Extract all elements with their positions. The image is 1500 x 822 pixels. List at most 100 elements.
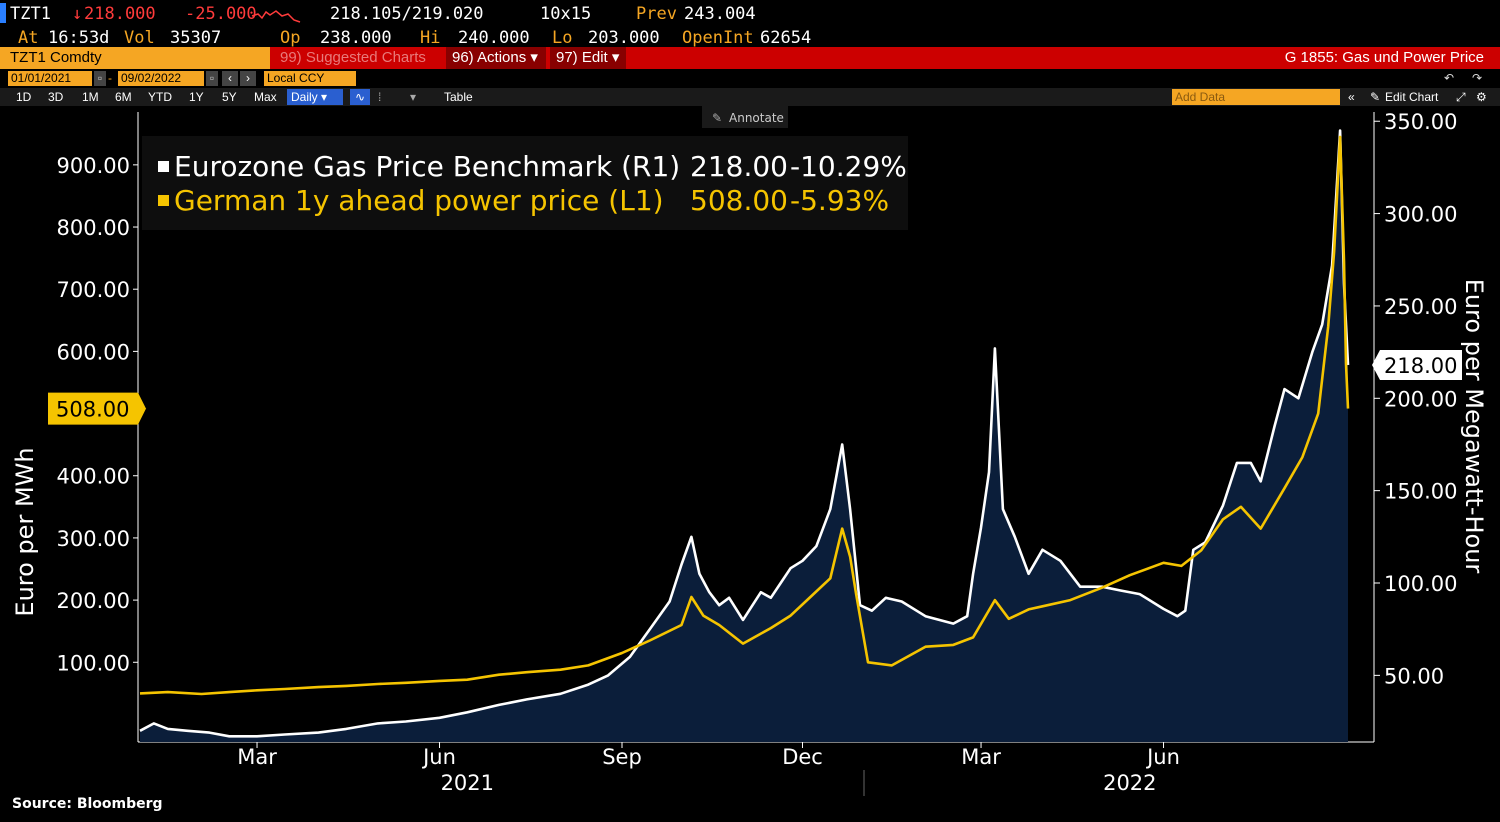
- x-tick-label: Mar: [237, 745, 277, 769]
- open-price: 238.000: [320, 28, 392, 48]
- source-note: Source: Bloomberg: [12, 796, 163, 812]
- bid-ask: 218.105/219.020: [330, 4, 484, 24]
- end-date-input[interactable]: 09/02/2022: [118, 71, 204, 86]
- end-calendar-icon[interactable]: ▫: [206, 71, 218, 86]
- date-separator: -: [108, 71, 112, 85]
- left-tick-label: 200.00: [57, 589, 130, 613]
- period-1d[interactable]: 1D: [16, 90, 32, 104]
- left-tick-label: 600.00: [57, 340, 130, 364]
- legend-series-name: German 1y ahead power price (L1): [174, 184, 664, 217]
- right-tick-label: 50.00: [1384, 664, 1444, 688]
- legend-swatch: [158, 161, 169, 172]
- collapse-icon[interactable]: «: [1348, 90, 1355, 104]
- legend-swatch: [158, 195, 169, 206]
- security-marker: [0, 3, 6, 23]
- annotate-label: Annotate: [729, 111, 784, 125]
- right-last-value-marker: [1372, 350, 1462, 381]
- next-period-button[interactable]: ›: [240, 71, 256, 86]
- chart-toolbar: 1D 3D 1M 6M YTD 1Y 5Y Max Daily ▾ ∿ ⁞ ▾ …: [0, 71, 1500, 106]
- right-last-value-label: 218.00: [1384, 354, 1457, 378]
- year-label: 2022: [1103, 771, 1156, 795]
- low-price: 203.000: [588, 28, 660, 48]
- chart-title: G 1855: Gas und Power Price: [1284, 49, 1484, 66]
- right-tick-label: 200.00: [1384, 387, 1457, 411]
- resize-icon[interactable]: ⤢: [1456, 90, 1466, 104]
- x-tick-label: Sep: [602, 745, 642, 769]
- start-calendar-icon[interactable]: ▫: [94, 71, 106, 86]
- low-label: Lo: [552, 28, 573, 48]
- net-change: -25.000: [185, 4, 257, 24]
- right-tick-label: 350.00: [1384, 110, 1457, 134]
- open-interest: 62654: [760, 28, 812, 48]
- year-label: 2021: [441, 771, 494, 795]
- period-3d[interactable]: 3D: [48, 90, 64, 104]
- period-max[interactable]: Max: [254, 90, 277, 104]
- add-data-input[interactable]: Add Data: [1172, 89, 1340, 105]
- annotate-button[interactable]: ✎ Annotate: [702, 106, 788, 128]
- x-tick-label: Dec: [782, 745, 823, 769]
- power-price-line[interactable]: [139, 135, 1350, 696]
- volume: 35307: [170, 28, 222, 48]
- period-ytd[interactable]: YTD: [148, 90, 172, 104]
- gas-price-line[interactable]: [139, 129, 1350, 738]
- ticker[interactable]: TZT1: [10, 4, 51, 24]
- table-button[interactable]: Table: [444, 90, 473, 104]
- legend-background: [142, 136, 908, 230]
- right-tick-label: 300.00: [1384, 203, 1457, 227]
- edit-chart-button[interactable]: Edit Chart: [1385, 90, 1439, 104]
- period-5y[interactable]: 5Y: [222, 90, 237, 104]
- actions-menu[interactable]: 96) Actions ▾: [446, 47, 546, 69]
- period-1m[interactable]: 1M: [82, 90, 99, 104]
- left-tick-label: 900.00: [57, 154, 130, 178]
- high-label: Hi: [420, 28, 441, 48]
- last-price: 218.000: [84, 4, 156, 24]
- function-bar: TZT1 Comdty 99) Suggested Charts 96) Act…: [0, 47, 1500, 69]
- price-chart[interactable]: ✎ Annotate 100.00200.00300.00400.00500.0…: [0, 106, 1500, 822]
- high-price: 240.000: [458, 28, 530, 48]
- date-range-bar: 01/01/2021 ▫ - 09/02/2022 ▫ ‹ › Local CC…: [0, 69, 1500, 88]
- quote-bar: TZT1 ↓ 218.000 -25.000 218.105/219.020 1…: [0, 0, 1500, 27]
- left-last-value-label: 508.00: [56, 398, 129, 422]
- vol-label: Vol: [124, 28, 155, 48]
- prev-close: 243.004: [684, 4, 756, 24]
- chart-type-dropdown-icon[interactable]: ▾: [410, 90, 417, 104]
- quote-time: 16:53d: [48, 28, 110, 48]
- right-tick-label: 250.00: [1384, 295, 1457, 319]
- quote-details: At 16:53d Vol 35307 Op 238.000 Hi 240.00…: [0, 27, 1500, 48]
- gas-area-fill: [140, 130, 1348, 742]
- left-tick-label: 100.00: [57, 651, 130, 675]
- last-price-arrow-icon: ↓: [72, 4, 83, 24]
- redo-icon[interactable]: ↷: [1472, 71, 1483, 85]
- currency-select[interactable]: Local CCY: [264, 71, 356, 86]
- open-label: Op: [280, 28, 301, 48]
- edit-menu[interactable]: 97) Edit ▾: [550, 47, 626, 69]
- period-1y[interactable]: 1Y: [189, 90, 204, 104]
- legend-change: -5.93%: [790, 184, 889, 217]
- period-6m[interactable]: 6M: [115, 90, 132, 104]
- settings-icon[interactable]: ⚙: [1476, 90, 1487, 104]
- right-tick-label: 100.00: [1384, 572, 1457, 596]
- right-axis-label: Euro per Megawatt-Hour: [1460, 279, 1488, 574]
- legend-change: -10.29%: [790, 150, 907, 183]
- bar-chart-icon[interactable]: ⁞: [378, 90, 382, 104]
- line-chart-icon[interactable]: ∿: [350, 89, 370, 105]
- annotate-pencil-icon: ✎: [712, 111, 722, 125]
- x-tick-label: Mar: [961, 745, 1001, 769]
- bid-ask-size: 10x15: [540, 4, 592, 24]
- legend-last-value: 218.00: [690, 150, 788, 183]
- x-tick-label: Jun: [421, 745, 456, 769]
- sparkline-icon: [251, 10, 301, 23]
- right-tick-label: 150.00: [1384, 480, 1457, 504]
- left-tick-label: 800.00: [57, 216, 130, 240]
- start-date-input[interactable]: 01/01/2021: [8, 71, 92, 86]
- prev-period-button[interactable]: ‹: [222, 71, 238, 86]
- legend-last-value: 508.00: [690, 184, 788, 217]
- at-label: At: [18, 28, 39, 48]
- security-field[interactable]: TZT1 Comdty: [0, 47, 270, 69]
- undo-icon[interactable]: ↶: [1444, 71, 1455, 85]
- suggested-charts-button[interactable]: 99) Suggested Charts: [280, 49, 426, 66]
- x-tick-label: Jun: [1145, 745, 1180, 769]
- frequency-select[interactable]: Daily ▾: [287, 89, 343, 105]
- left-tick-label: 300.00: [57, 527, 130, 551]
- left-tick-label: 400.00: [57, 465, 130, 489]
